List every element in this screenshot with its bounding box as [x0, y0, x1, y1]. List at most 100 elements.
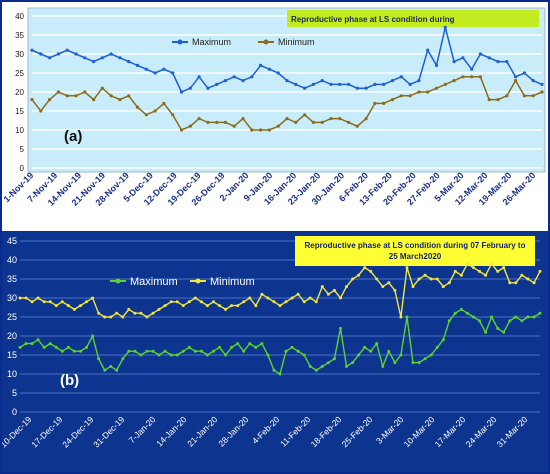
- data-point-b: [278, 304, 282, 308]
- data-point-b: [332, 357, 336, 361]
- data-point-a: [241, 79, 245, 83]
- data-point-b: [465, 311, 469, 315]
- data-point-a: [74, 94, 78, 98]
- data-point-b: [490, 315, 494, 319]
- data-point-a: [514, 79, 518, 83]
- data-point-b: [387, 349, 391, 353]
- data-point-b: [199, 349, 203, 353]
- data-point-a: [478, 75, 482, 79]
- data-point-b: [103, 368, 107, 372]
- data-point-a: [382, 82, 386, 86]
- data-point-b: [187, 300, 191, 304]
- data-point-a: [65, 48, 69, 52]
- data-point-b: [526, 277, 530, 281]
- data-point-a: [329, 117, 333, 121]
- data-point-b: [181, 349, 185, 353]
- data-point-a: [355, 124, 359, 128]
- data-point-b: [79, 349, 82, 353]
- data-point-b: [290, 345, 294, 349]
- data-point-a: [408, 94, 412, 98]
- data-point-a: [30, 98, 34, 102]
- data-point-b: [193, 296, 197, 300]
- data-point-a: [276, 124, 280, 128]
- plot-area-a: [27, 7, 546, 173]
- data-point-a: [92, 60, 96, 64]
- data-point-b: [526, 315, 530, 319]
- data-point-a: [311, 120, 315, 124]
- data-point-a: [364, 117, 368, 121]
- data-point-b: [284, 349, 288, 353]
- data-point-a: [540, 82, 544, 86]
- y-tick-label-a: 0: [20, 164, 25, 173]
- data-point-b: [272, 368, 276, 372]
- data-point-b: [18, 296, 22, 300]
- data-point-a: [496, 98, 500, 102]
- data-point-a: [215, 82, 219, 86]
- data-point-b: [139, 353, 143, 357]
- data-point-b: [441, 338, 445, 342]
- data-point-a: [39, 52, 43, 56]
- data-point-b: [145, 349, 149, 353]
- data-point-a: [294, 120, 298, 124]
- data-point-a: [426, 90, 430, 94]
- data-point-a: [364, 86, 368, 90]
- data-point-b: [345, 285, 348, 289]
- data-point-b: [30, 342, 34, 346]
- data-point-a: [223, 120, 227, 124]
- data-point-a: [426, 48, 430, 52]
- data-point-b: [212, 349, 215, 353]
- data-point-a: [320, 120, 324, 124]
- data-point-a: [303, 86, 307, 90]
- data-point-b: [91, 334, 95, 338]
- data-point-b: [302, 353, 306, 357]
- legend-maximum-b-label: Maximum: [130, 276, 178, 288]
- data-point-b: [308, 364, 312, 368]
- data-point-b: [242, 300, 246, 304]
- data-point-b: [127, 349, 131, 353]
- data-point-a: [30, 48, 34, 52]
- data-point-b: [339, 296, 342, 300]
- data-point-b: [369, 349, 373, 353]
- y-tick-label-a: 15: [15, 107, 24, 116]
- data-point-a: [109, 52, 113, 56]
- data-point-b: [314, 368, 318, 372]
- data-point-b: [272, 300, 276, 304]
- data-point-a: [496, 60, 500, 64]
- data-point-b: [296, 292, 300, 296]
- data-point-b: [302, 300, 306, 304]
- data-point-a: [461, 56, 465, 60]
- data-point-a: [135, 63, 140, 67]
- y-tick-label-a: 40: [15, 12, 24, 21]
- data-point-a: [153, 71, 157, 75]
- data-point-b: [121, 315, 125, 319]
- y-tick-label-b: 25: [7, 312, 17, 322]
- data-point-b: [429, 353, 433, 357]
- data-point-a: [118, 98, 122, 102]
- data-point-a: [347, 82, 351, 86]
- data-point-a: [153, 109, 157, 113]
- data-point-b: [66, 304, 70, 308]
- data-point-a: [382, 101, 386, 105]
- data-point-b: [381, 285, 385, 289]
- data-point-b: [205, 304, 209, 308]
- data-point-a: [338, 82, 342, 86]
- data-point-b: [193, 349, 197, 353]
- data-point-b: [472, 266, 475, 270]
- y-tick-label-b: 30: [7, 293, 17, 303]
- data-point-b: [133, 349, 137, 353]
- data-point-b: [181, 304, 185, 308]
- data-point-b: [375, 342, 379, 346]
- data-point-b: [411, 361, 415, 365]
- data-point-a: [399, 94, 403, 98]
- data-point-a: [118, 56, 122, 60]
- data-point-b: [417, 361, 421, 365]
- data-point-a: [522, 71, 527, 75]
- data-point-b: [36, 296, 40, 300]
- data-point-a: [179, 90, 184, 94]
- chart-b: 0 5 10 15 20 25 30 35 40 45 Reproductive phase at …: [2, 231, 548, 472]
- panel-label-b: (b): [60, 372, 79, 389]
- data-point-b: [393, 288, 397, 292]
- data-point-b: [260, 292, 264, 296]
- y-tick-label-b: 40: [7, 255, 17, 265]
- data-point-b: [236, 304, 240, 308]
